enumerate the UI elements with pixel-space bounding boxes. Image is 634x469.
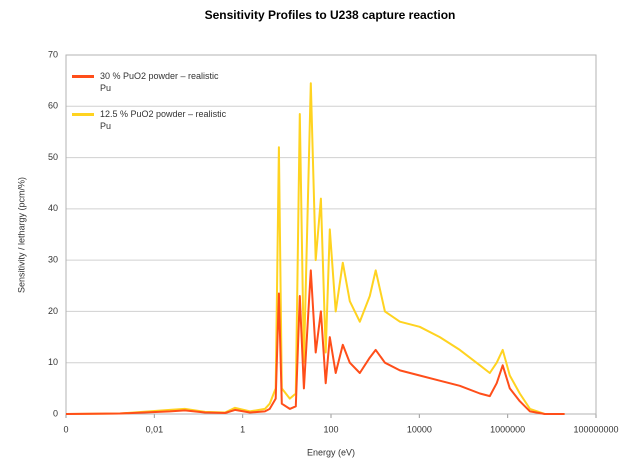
x-tick-label: 100 (323, 424, 338, 434)
legend-entry: 12.5 % PuO2 powder – realistic Pu (72, 108, 230, 132)
x-tick-label: 0 (63, 424, 68, 434)
x-tick-label: 100000000 (573, 424, 618, 434)
x-tick-label: 10000 (407, 424, 432, 434)
y-tick-label: 10 (48, 357, 58, 367)
x-tick-label: 0,01 (146, 424, 164, 434)
legend: 30 % PuO2 powder – realistic Pu 12.5 % Pu… (72, 70, 230, 146)
series-line (65, 269, 565, 415)
y-tick-label: 30 (48, 255, 58, 265)
plot-frame (65, 54, 597, 415)
y-tick-label: 0 (53, 408, 58, 418)
legend-swatch (72, 75, 94, 78)
x-tick-label: 1 (240, 424, 245, 434)
series-line (65, 82, 565, 415)
y-tick-label: 60 (48, 101, 58, 111)
legend-label: 12.5 % PuO2 powder – realistic Pu (100, 109, 227, 131)
legend-swatch (72, 113, 94, 116)
y-tick-label: 50 (48, 152, 58, 162)
y-axis-label: Sensitivity / lethargy (pcm/%) (16, 177, 26, 293)
y-tick-label: 70 (48, 49, 58, 59)
y-tick-label: 20 (48, 306, 58, 316)
x-axis-label: Energy (eV) (307, 447, 355, 457)
x-tick-label: 1000000 (490, 424, 525, 434)
y-tick-label: 40 (48, 203, 58, 213)
legend-entry: 30 % PuO2 powder – realistic Pu (72, 70, 230, 94)
chart-title: Sensitivity Profiles to U238 capture rea… (205, 8, 456, 22)
legend-label: 30 % PuO2 powder – realistic Pu (100, 71, 219, 93)
